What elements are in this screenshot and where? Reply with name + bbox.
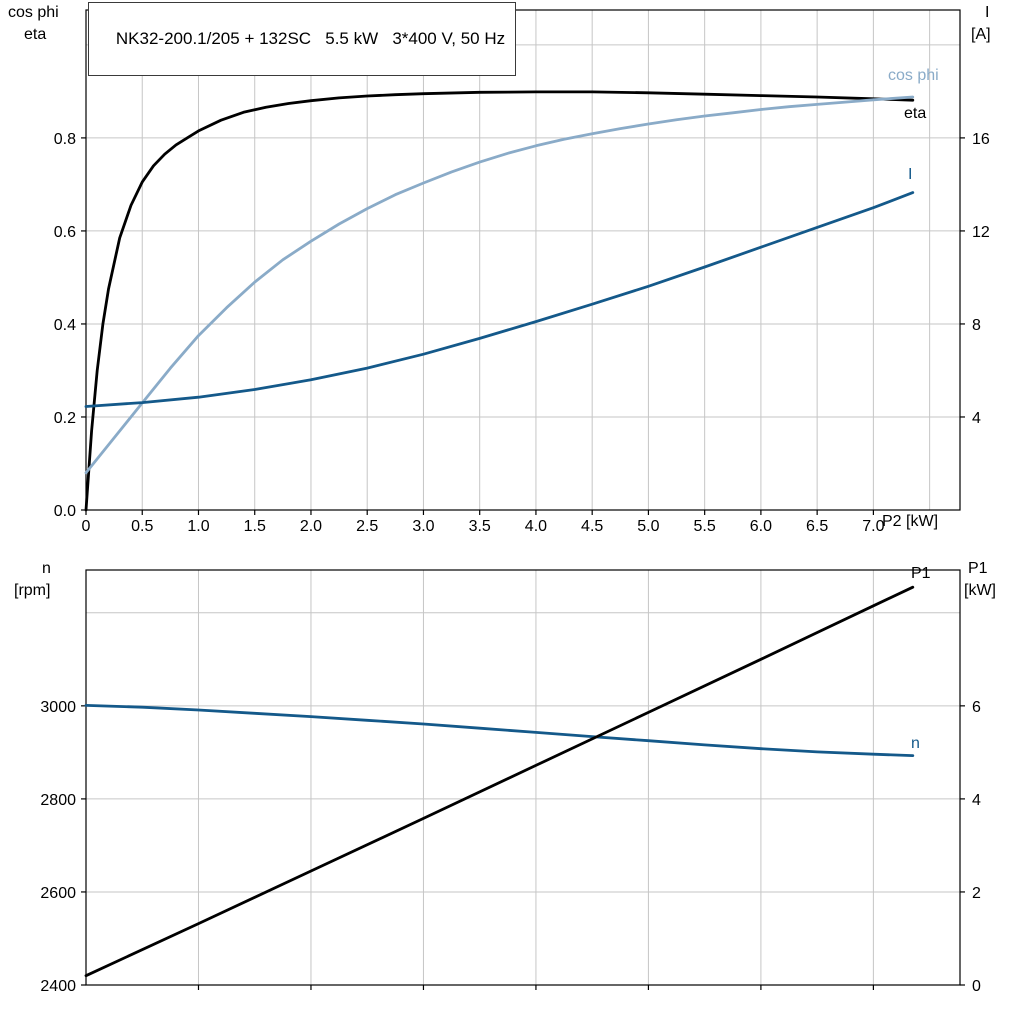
x-tick-label: 3.0 (412, 518, 434, 535)
x-tick-label: 4.0 (525, 518, 547, 535)
chart-title-box: NK32-200.1/205 + 132SC 5.5 kW 3*400 V, 5… (88, 2, 517, 76)
left-tick-label: 2400 (40, 978, 76, 995)
right-tick-label: 4 (972, 792, 981, 809)
left-tick-label: 2800 (40, 792, 76, 809)
curve-cos-phi (84, 95, 915, 475)
x-tick-label: 4.5 (581, 518, 603, 535)
curve-label-current: I (908, 166, 912, 183)
x-tick-label: 0.5 (131, 518, 153, 535)
plot-border (85, 569, 961, 986)
right-tick-label: 2 (972, 885, 981, 902)
top-right-axis-label-current: I (985, 4, 990, 21)
left-tick-label: 2600 (40, 885, 76, 902)
bottom-left-axis-unit-rpm: [rpm] (14, 582, 51, 599)
curve-label-speed: n (911, 735, 920, 752)
left-tick-label: 0.2 (54, 410, 76, 427)
right-tick-label: 12 (972, 224, 990, 241)
x-tick-label: 0 (82, 518, 91, 535)
left-tick-label: 0.4 (54, 317, 76, 334)
curve-label-p1: P1 (911, 565, 931, 582)
right-tick-label: 0 (972, 978, 981, 995)
left-tick-label: 0.6 (54, 224, 76, 241)
right-tick-label: 8 (972, 317, 981, 334)
right-tick-label: 4 (972, 410, 981, 427)
bottom-left-axis-label-speed: n (42, 560, 51, 577)
bottom-right-axis-label-p1: P1 (968, 560, 988, 577)
x-tick-label: 6.5 (806, 518, 828, 535)
curve-label-cos-phi: cos phi (888, 67, 939, 84)
curve-label-eta: eta (904, 105, 926, 122)
left-tick-label: 0.0 (54, 503, 76, 520)
x-axis-label-p2: P2 [kW] (882, 513, 939, 530)
plot-border (85, 9, 961, 511)
left-tick-label: 0.8 (54, 131, 76, 148)
top-right-axis-unit-amps: [A] (971, 26, 991, 43)
bottom-right-axis-unit-kw: [kW] (964, 582, 996, 599)
left-tick-label: 3000 (40, 699, 76, 716)
right-tick-label: 6 (972, 699, 981, 716)
x-tick-label: 1.0 (187, 518, 209, 535)
chart-title: NK32-200.1/205 + 132SC 5.5 kW 3*400 V, 5… (115, 29, 506, 48)
curve-p1 (84, 585, 915, 978)
x-tick-label: 7.0 (862, 518, 884, 535)
x-tick-label: 6.0 (750, 518, 772, 535)
curve-current (84, 191, 915, 408)
x-tick-label: 5.0 (637, 518, 659, 535)
x-tick-label: 5.5 (694, 518, 716, 535)
x-tick-label: 2.5 (356, 518, 378, 535)
x-tick-label: 3.5 (469, 518, 491, 535)
curve-eta (84, 90, 915, 512)
curve-speed (84, 704, 915, 757)
x-tick-label: 2.0 (300, 518, 322, 535)
top-left-axis-label-cos-phi: cos phi (8, 4, 59, 21)
x-tick-label: 1.5 (244, 518, 266, 535)
top-left-axis-label-eta: eta (24, 26, 47, 43)
right-tick-label: 16 (972, 131, 990, 148)
